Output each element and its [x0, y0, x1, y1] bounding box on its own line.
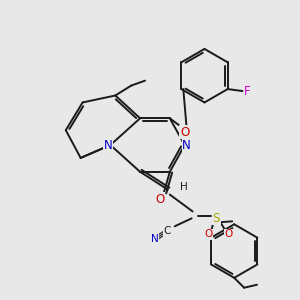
Text: N: N — [104, 139, 113, 152]
Text: O: O — [224, 229, 232, 239]
Text: H: H — [180, 182, 188, 192]
Text: S: S — [213, 212, 220, 225]
Text: O: O — [180, 126, 189, 139]
Text: N: N — [151, 234, 159, 244]
Text: F: F — [244, 85, 251, 98]
Text: O: O — [155, 193, 164, 206]
Text: N: N — [182, 139, 191, 152]
Text: O: O — [204, 229, 213, 239]
Text: C: C — [163, 226, 170, 236]
